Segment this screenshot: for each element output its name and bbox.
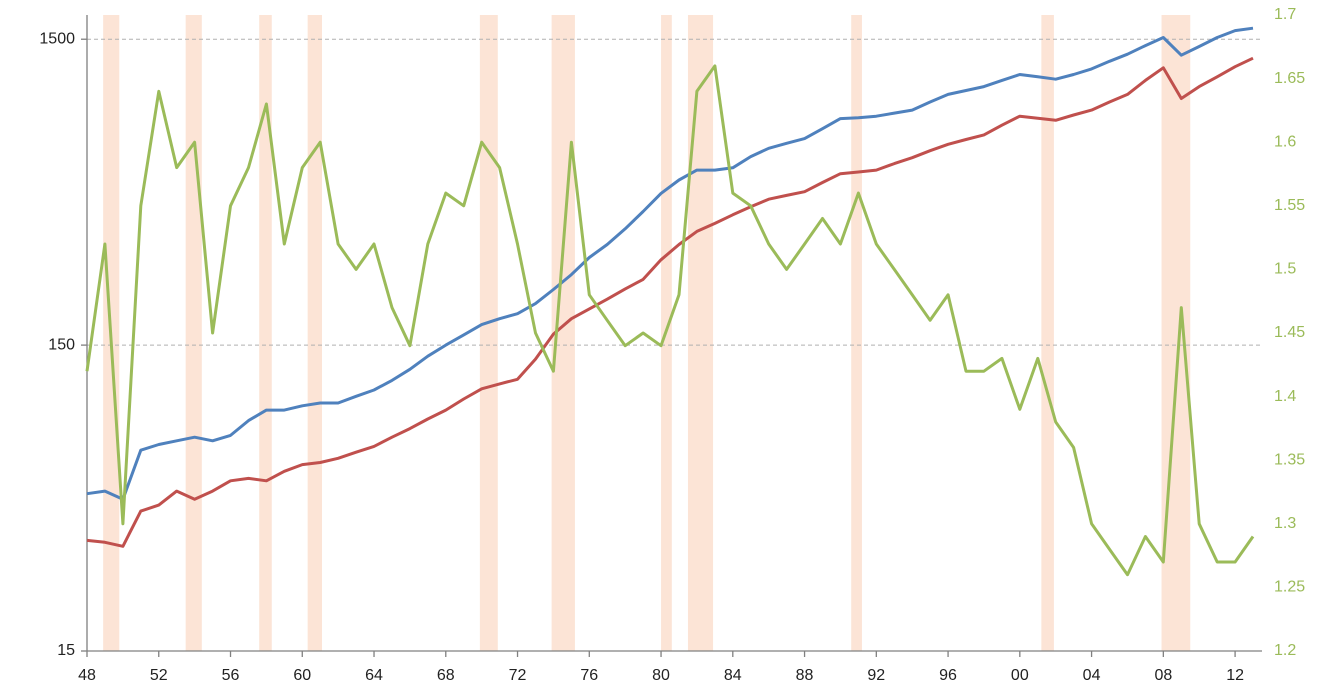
shaded-range: [479, 15, 498, 651]
x-tick-label: 12: [1226, 667, 1244, 684]
y2-tick-label: 1.25: [1274, 579, 1305, 596]
y2-tick-label: 1.5: [1274, 261, 1296, 278]
y2-tick-label: 1.7: [1274, 6, 1296, 23]
shaded-range: [259, 15, 272, 651]
x-tick-label: 48: [78, 667, 96, 684]
y2-tick-label: 1.6: [1274, 133, 1296, 150]
x-tick-label: 88: [796, 667, 814, 684]
y2-tick-label: 1.2: [1274, 642, 1296, 659]
x-tick-label: 52: [150, 667, 168, 684]
series-line: [86, 56, 1254, 548]
y-tick-label: 15: [57, 642, 75, 659]
y2-tick-label: 1.3: [1274, 515, 1296, 532]
shaded-range: [1041, 15, 1054, 651]
x-tick-label: 96: [939, 667, 957, 684]
x-tick-label: 80: [652, 667, 670, 684]
shaded-range: [185, 15, 202, 651]
shaded-range: [1161, 15, 1191, 651]
x-tick-label: 64: [365, 667, 383, 684]
x-tick-label: 92: [867, 667, 885, 684]
x-tick-label: 76: [580, 667, 598, 684]
x-tick-label: 60: [293, 667, 311, 684]
series-line: [85, 64, 1255, 577]
y2-tick-label: 1.35: [1274, 451, 1305, 468]
y-tick-label: 1500: [39, 30, 75, 47]
x-tick-label: 00: [1011, 667, 1029, 684]
x-tick-label: 72: [509, 667, 527, 684]
shaded-range: [687, 15, 714, 651]
y2-tick-label: 1.45: [1274, 324, 1305, 341]
x-tick-label: 56: [222, 667, 240, 684]
y-tick-label: 150: [48, 336, 75, 353]
series-line: [86, 26, 1254, 501]
x-tick-label: 84: [724, 667, 742, 684]
x-tick-label: 08: [1154, 667, 1172, 684]
y2-tick-label: 1.55: [1274, 197, 1305, 214]
shaded-range: [851, 15, 862, 651]
x-tick-label: 04: [1083, 667, 1101, 684]
y2-tick-label: 1.65: [1274, 70, 1305, 87]
y2-tick-label: 1.4: [1274, 388, 1296, 405]
x-tick-label: 68: [437, 667, 455, 684]
shaded-range: [307, 15, 322, 651]
